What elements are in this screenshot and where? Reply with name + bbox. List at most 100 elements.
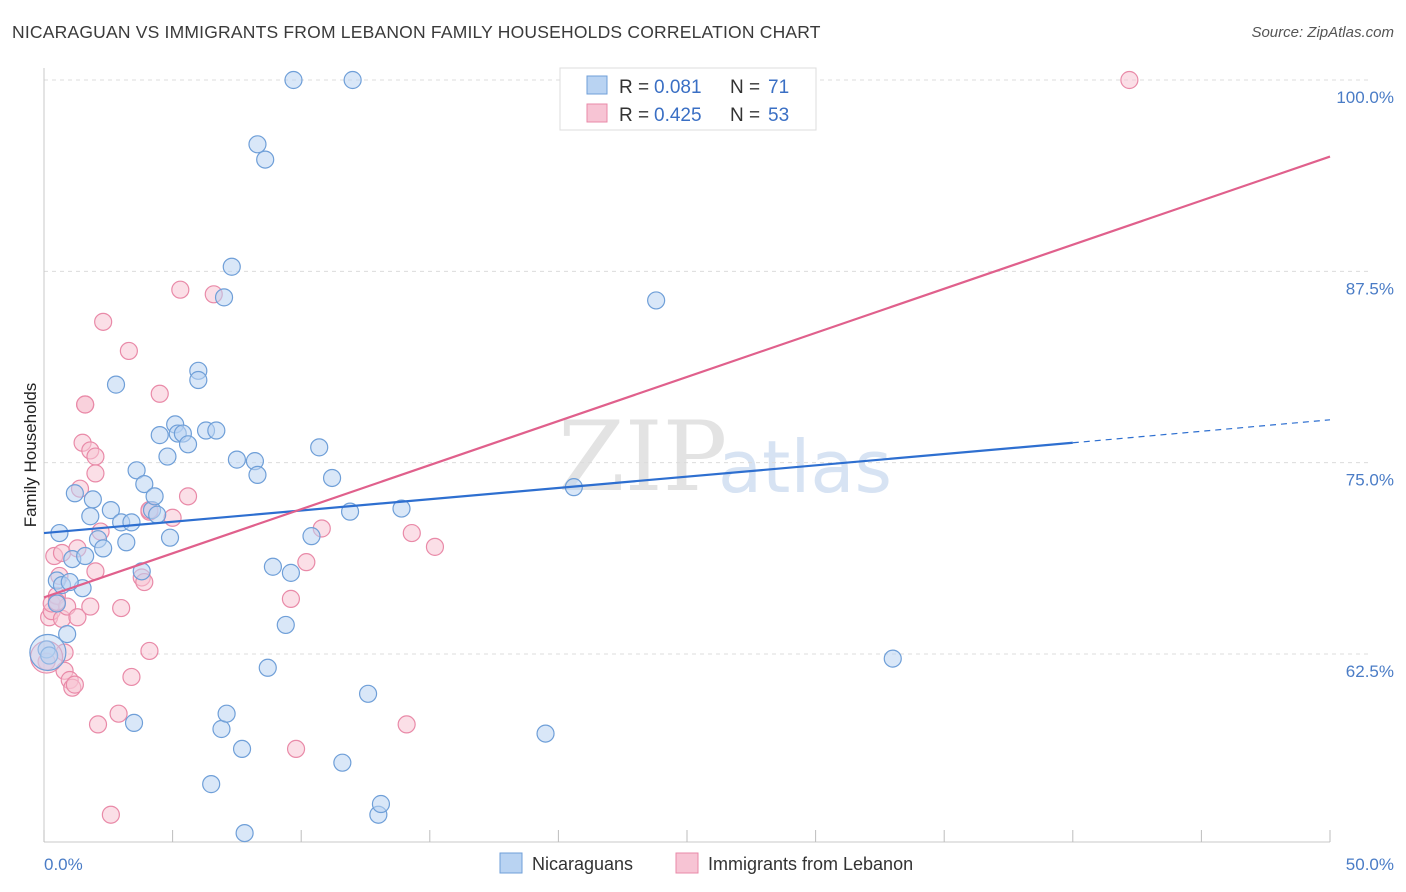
bottom-legend-label-lebanon: Immigrants from Lebanon xyxy=(708,854,913,874)
lebanon-point xyxy=(76,395,95,414)
nicaraguans-point xyxy=(94,539,113,558)
trend-line-lebanon xyxy=(43,155,1331,599)
nicaraguans-point xyxy=(222,257,241,276)
nicaraguans-point xyxy=(333,753,352,772)
nicaraguans-point xyxy=(217,704,236,723)
y-tick-label: 75.0% xyxy=(1346,471,1394,490)
x-tick-label-min: 0.0% xyxy=(44,855,83,874)
source-label: Source: ZipAtlas.com xyxy=(1251,24,1394,41)
nicaraguans-point xyxy=(127,461,146,480)
bottom-legend-swatch-nicaraguans xyxy=(499,852,523,874)
nicaraguans-point xyxy=(150,426,169,445)
chart-title: NICARAGUAN VS IMMIGRANTS FROM LEBANON FA… xyxy=(12,22,821,42)
legend-n-value-2: 53 xyxy=(768,105,789,126)
lebanon-point xyxy=(109,704,128,723)
nicaraguans-point xyxy=(281,563,301,582)
x-axis-ticks xyxy=(43,830,1331,842)
legend-r-value-2: 0.425 xyxy=(654,105,702,126)
nicaraguans-point xyxy=(81,507,100,526)
y-axis-label: Family Households xyxy=(21,383,40,528)
nicaraguans-point xyxy=(101,501,120,520)
nicaraguans-point xyxy=(212,719,231,739)
lebanon-point xyxy=(150,384,169,403)
nicaraguans-point xyxy=(106,375,126,394)
trend-lines xyxy=(43,155,1331,599)
nicaraguans-point xyxy=(536,724,555,743)
nicaraguans-point xyxy=(358,684,378,703)
lebanon-point xyxy=(171,280,190,299)
lebanon-point xyxy=(402,523,421,543)
legend-n-label-2: N = xyxy=(730,105,760,126)
lebanon-point xyxy=(425,537,445,556)
lebanon-point xyxy=(101,805,120,824)
y-tick-label: 87.5% xyxy=(1346,279,1394,298)
nicaraguans-point-large xyxy=(29,633,67,672)
series-legend: Nicaraguans Immigrants from Lebanon xyxy=(499,852,913,874)
correlation-legend: R = 0.081 N = 71 R = 0.425 N = 53 xyxy=(559,67,817,131)
legend-swatch-nicaraguans xyxy=(586,75,608,95)
nicaraguans-point xyxy=(145,487,164,506)
bottom-legend-label-nicaraguans: Nicaraguans xyxy=(532,854,633,874)
nicaraguans-point xyxy=(883,649,902,668)
nicaraguans-point xyxy=(284,70,303,90)
nicaraguans-point xyxy=(135,474,154,494)
nicaraguans-point xyxy=(647,291,666,310)
nicaraguans-point xyxy=(158,447,177,466)
nicaraguans-point xyxy=(258,658,277,677)
nicaraguans-point xyxy=(371,794,391,814)
y-tick-label: 100.0% xyxy=(1336,88,1394,107)
nicaraguans-point xyxy=(276,615,295,635)
nicaraguans-point xyxy=(235,823,254,843)
lebanon-point xyxy=(397,715,416,734)
nicaraguans-point xyxy=(310,438,329,457)
lebanon-point xyxy=(281,589,301,608)
legend-n-value-1: 71 xyxy=(768,77,789,98)
lebanon-point xyxy=(119,341,138,361)
legend-n-label-1: N = xyxy=(730,77,760,98)
gridlines xyxy=(44,79,1370,655)
nicaraguans-point xyxy=(343,70,362,90)
lebanon-point xyxy=(297,553,316,572)
lebanon-point xyxy=(286,739,306,759)
nicaraguans-point xyxy=(76,546,95,566)
nicaraguans-point xyxy=(392,499,411,518)
lebanon-point xyxy=(86,464,105,483)
lebanon-point xyxy=(88,715,108,734)
y-tick-labels: 100.0% 87.5% 75.0% 62.5% xyxy=(1336,88,1394,681)
lebanon-point xyxy=(94,312,113,331)
nicaraguans-point xyxy=(117,533,136,552)
lebanon-point xyxy=(65,675,84,694)
y-tick-label: 62.5% xyxy=(1346,662,1394,681)
lebanon-point xyxy=(1120,70,1139,90)
nicaraguans-point xyxy=(214,288,234,307)
trend-line-nicaraguans xyxy=(43,441,1073,535)
watermark-zip: ZIP xyxy=(558,401,727,513)
nicaraguans-point xyxy=(65,484,84,503)
lebanon-point xyxy=(122,667,141,687)
lebanon-point xyxy=(163,508,182,527)
nicaraguans-point xyxy=(124,713,144,732)
x-tick-label-max: 50.0% xyxy=(1346,855,1394,874)
nicaraguans-point xyxy=(58,625,77,644)
bottom-legend-swatch-lebanon xyxy=(675,852,699,874)
nicaraguans-point xyxy=(263,557,283,576)
nicaraguans-point xyxy=(178,435,198,454)
legend-r-label-2: R = xyxy=(619,105,649,126)
nicaraguans-point xyxy=(302,527,321,546)
nicaraguans-point xyxy=(248,465,267,485)
lebanon-point xyxy=(68,608,87,627)
nicaraguans-point xyxy=(227,450,246,469)
legend-r-value-1: 0.081 xyxy=(654,77,702,98)
lebanon-point xyxy=(140,641,159,661)
nicaraguans-point xyxy=(202,775,221,794)
trend-line-nicaraguans-extension xyxy=(1072,419,1331,444)
nicaraguans-point xyxy=(148,505,167,524)
nicaraguans-point xyxy=(248,135,267,154)
nicaraguans-point xyxy=(47,594,66,613)
nicaraguans-point xyxy=(256,150,275,169)
lebanon-point xyxy=(86,447,105,466)
lebanon-point xyxy=(178,487,198,506)
lebanon-point xyxy=(112,598,131,618)
nicaraguans-point xyxy=(207,421,226,440)
